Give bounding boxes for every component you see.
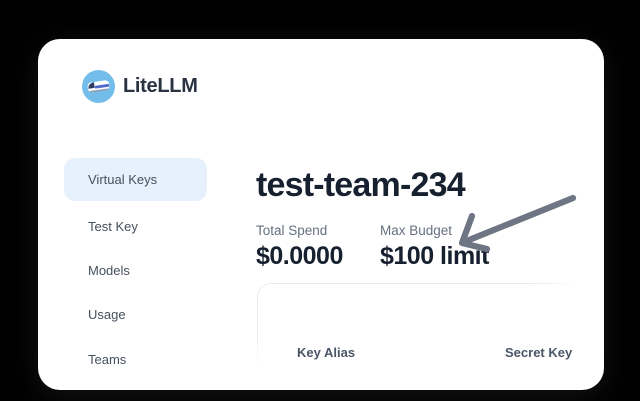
- sidebar-item-usage[interactable]: Usage: [64, 293, 207, 336]
- max-budget-value: $100 limit: [380, 242, 489, 270]
- sidebar-item-teams[interactable]: Teams: [64, 338, 207, 381]
- sidebar-item-test-key[interactable]: Test Key: [64, 205, 207, 248]
- sidebar-item-virtual-keys[interactable]: Virtual Keys: [64, 158, 207, 201]
- keys-table-card: [257, 283, 583, 372]
- column-header-secret-key: Secret Key: [505, 345, 573, 360]
- table-border-fade-bottom: [256, 331, 260, 373]
- sidebar-item-label: Teams: [88, 352, 127, 367]
- app-window-card: LiteLLM Virtual Keys Test Key Models Usa…: [38, 39, 604, 390]
- sidebar-item-label: Usage: [88, 307, 126, 322]
- brand-logo-link[interactable]: LiteLLM: [82, 70, 198, 103]
- total-spend-metric: Total Spend $0.0000: [256, 223, 343, 271]
- table-border-fade-right: [533, 282, 585, 286]
- litellm-train-logo-icon: [82, 70, 115, 103]
- sidebar-item-label: Test Key: [88, 219, 138, 234]
- max-budget-metric: Max Budget $100 limit: [380, 223, 489, 271]
- sidebar-item-label: Models: [88, 263, 130, 278]
- column-header-key-alias: Key Alias: [297, 345, 356, 360]
- sidebar-item-label: Virtual Keys: [88, 172, 158, 187]
- max-budget-label: Max Budget: [380, 223, 453, 238]
- total-spend-label: Total Spend: [256, 223, 328, 238]
- sidebar-nav: Virtual Keys Test Key Models Usage Teams: [38, 39, 248, 390]
- team-name-title: test-team-234: [256, 166, 466, 204]
- total-spend-value: $0.0000: [256, 242, 343, 270]
- brand-name: LiteLLM: [123, 75, 198, 97]
- sidebar-item-models[interactable]: Models: [64, 249, 207, 292]
